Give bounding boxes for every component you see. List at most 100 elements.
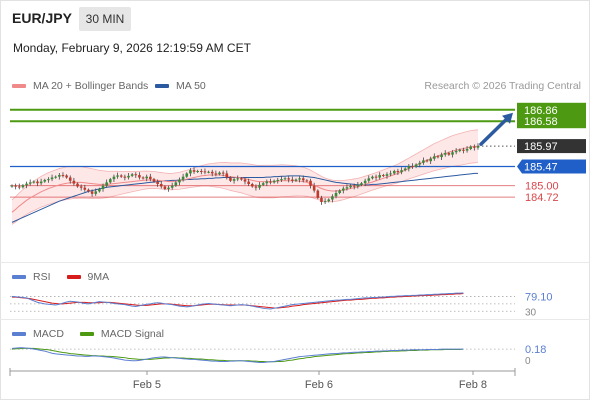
candle-body <box>214 173 218 175</box>
candle-body <box>392 170 396 174</box>
rsi-value-label: 79.10 <box>525 291 553 303</box>
candle-body <box>145 176 149 179</box>
candle-body <box>349 185 352 188</box>
candle-body <box>283 178 287 180</box>
candle-body <box>101 185 105 189</box>
candle-body <box>79 186 83 188</box>
candle-body <box>469 146 473 149</box>
legend-rsi: RSI 9MA <box>12 271 109 283</box>
candle-body <box>203 171 207 173</box>
macd-zero-label: 0 <box>525 356 531 367</box>
candle-body <box>433 156 436 159</box>
candle-body <box>396 170 400 173</box>
ma50-label: MA 50 <box>176 80 206 92</box>
candle-body <box>360 183 363 185</box>
candle-body <box>68 177 72 181</box>
candle-body <box>94 191 98 194</box>
candle-body <box>138 175 141 178</box>
candle-body <box>316 190 320 198</box>
candle-body <box>218 172 221 175</box>
time-axis-label: Feb 5 <box>133 379 161 391</box>
rsi-swatch <box>12 275 26 279</box>
candle-body <box>422 160 425 163</box>
candle-body <box>258 184 261 188</box>
bollinger-upper <box>11 129 479 201</box>
candle-body <box>418 162 422 165</box>
candle-body <box>221 172 225 174</box>
pane-separator-rsi <box>0 262 590 263</box>
candle-body <box>108 179 112 183</box>
candle-body <box>174 182 178 186</box>
candle-body <box>345 187 349 189</box>
candle-body <box>47 179 50 181</box>
candle-body <box>309 180 312 186</box>
macd-label: MACD <box>33 328 64 340</box>
candle-body <box>87 189 90 192</box>
candle-body <box>232 179 236 181</box>
candle-body <box>185 173 189 177</box>
macd-swatch <box>12 332 26 336</box>
candle-body <box>17 186 21 188</box>
candle-body <box>159 184 163 187</box>
candle-body <box>163 186 167 189</box>
candle-body <box>189 170 192 174</box>
candle-body <box>451 152 454 155</box>
candle-body <box>443 153 447 155</box>
support-label: 184.72 <box>525 192 559 204</box>
legend-ma20: MA 20 + Bollinger Bands <box>12 80 148 92</box>
ma20-swatch <box>12 84 26 88</box>
symbol-title: EUR/JPY <box>12 10 72 26</box>
candle-body <box>261 183 265 185</box>
candle-body <box>28 182 32 184</box>
candle-body <box>236 178 240 180</box>
candle-body <box>363 180 367 184</box>
candle-body <box>90 191 94 194</box>
target-label: 186.58 <box>524 116 558 128</box>
candle-body <box>192 170 196 172</box>
candle-body <box>240 178 243 180</box>
candle-body <box>378 175 382 178</box>
candle-body <box>247 181 250 185</box>
candle-body <box>170 185 174 188</box>
candle-body <box>389 173 392 175</box>
candle-body <box>210 171 214 174</box>
candle-body <box>352 185 356 187</box>
candle-body <box>61 175 65 177</box>
candle-body <box>425 160 429 162</box>
candle-body <box>407 166 411 169</box>
candle-body <box>83 187 87 190</box>
candle-body <box>254 186 258 188</box>
macd-signal-label: MACD Signal <box>100 328 164 340</box>
candle-body <box>341 188 345 191</box>
candle-body <box>447 153 451 155</box>
rsi-label: RSI <box>33 271 51 283</box>
target-label: 186.86 <box>524 105 558 117</box>
rsi-ma-swatch <box>66 275 81 279</box>
candle-body <box>411 166 414 168</box>
candle-body <box>250 184 254 187</box>
timeframe-button[interactable]: 30 MIN <box>79 7 131 31</box>
candle-body <box>312 185 316 191</box>
candle-body <box>243 179 247 182</box>
candle-body <box>54 176 57 178</box>
candle-body <box>200 170 203 172</box>
candle-body <box>152 179 156 182</box>
candle-body <box>265 181 269 184</box>
candle-body <box>436 156 440 158</box>
candle-body <box>36 181 39 184</box>
candle-body <box>167 187 170 189</box>
candle-body <box>65 175 68 178</box>
candle-body <box>320 197 323 202</box>
candle-body <box>429 158 432 162</box>
time-axis-label: Feb 8 <box>459 379 487 391</box>
candle-body <box>181 176 185 180</box>
candle-body <box>301 178 305 181</box>
candle-body <box>473 146 476 148</box>
macd-signal-swatch <box>79 332 94 336</box>
candle-body <box>367 178 371 181</box>
forecast-arrow-head <box>502 112 513 124</box>
candle-body <box>334 193 338 197</box>
pane-separator-macd <box>0 319 590 320</box>
candle-body <box>280 179 283 181</box>
candle-body <box>149 176 152 180</box>
